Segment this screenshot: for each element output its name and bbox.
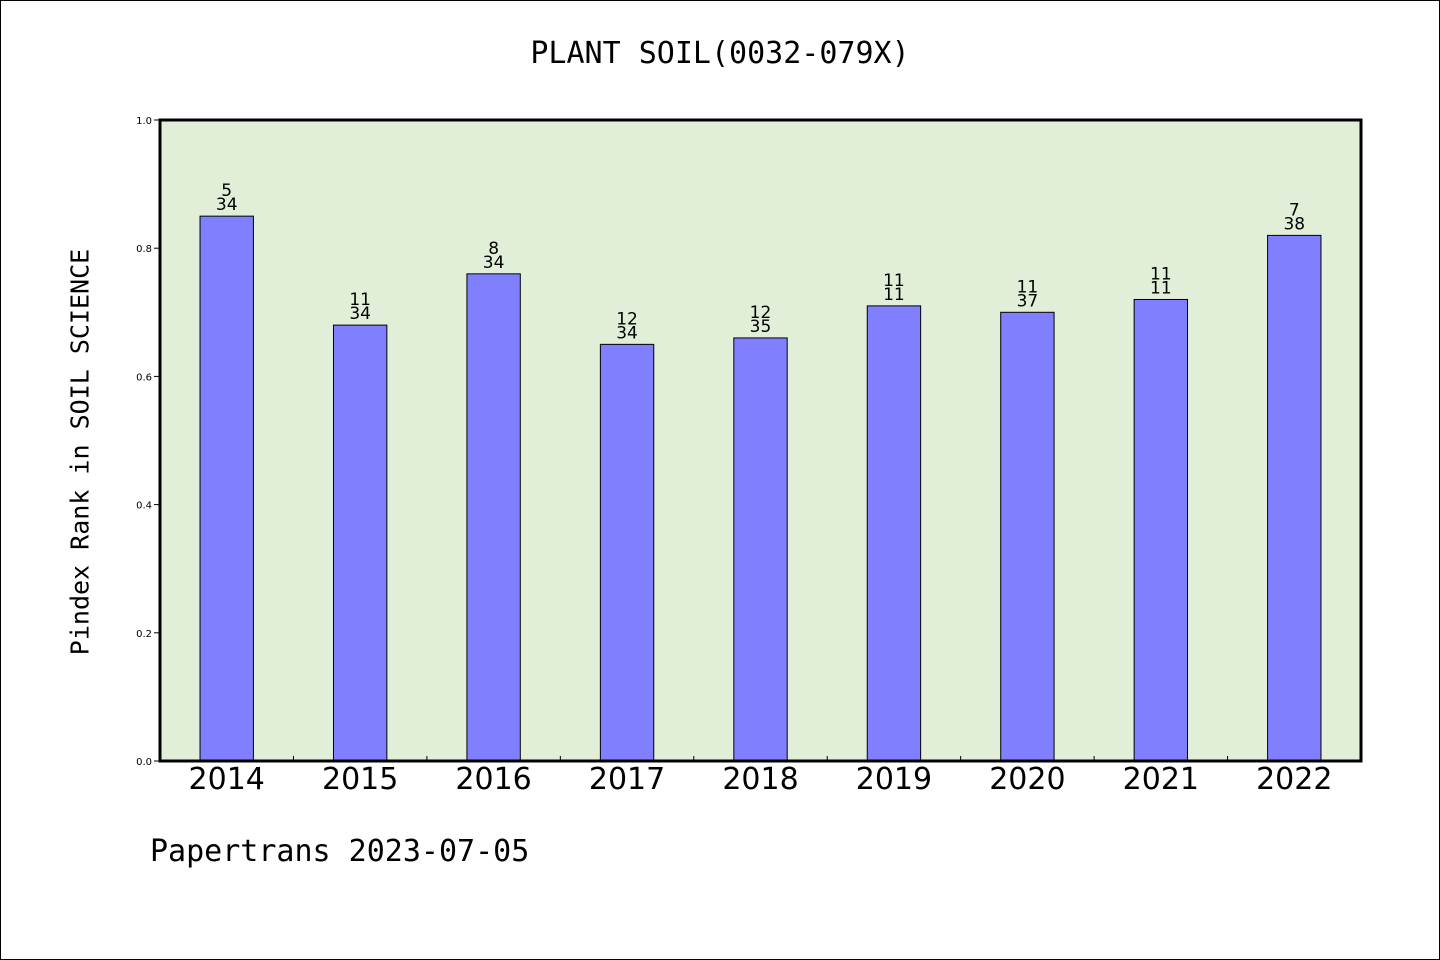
y-tick-label: 0.0 <box>136 757 152 768</box>
bar-total-label: 38 <box>1283 214 1305 234</box>
bar-rank-label: 11 <box>349 290 371 310</box>
plot-border <box>158 118 1363 763</box>
bar-total-label: 11 <box>883 285 905 305</box>
bar-rank-label: 12 <box>750 303 772 323</box>
y-axis: 0.0 0.2 0.4 0.6 0.8 1.0 <box>136 116 160 768</box>
footer-credit: Papertrans 2023-07-05 <box>150 834 530 869</box>
x-tick-label: 2019 <box>856 762 932 797</box>
bar-2018 <box>733 337 788 762</box>
bar-2016 <box>466 273 521 762</box>
bar-total-label: 11 <box>1150 278 1172 298</box>
x-tick-label: 2021 <box>1123 762 1199 797</box>
bar-2022 <box>1267 234 1322 762</box>
bar-total-label: 35 <box>750 317 772 337</box>
bar-2017 <box>599 343 655 762</box>
x-tick-label: 2015 <box>322 762 398 797</box>
x-tick-label: 2018 <box>722 762 798 797</box>
bar-total-label: 34 <box>349 304 371 324</box>
x-tick-label: 2014 <box>189 762 265 797</box>
x-axis: 2014 2015 2016 2017 2018 2019 2020 2021 2022 <box>189 756 1332 797</box>
x-tick-label: 2020 <box>989 762 1065 797</box>
bar-2019 <box>866 305 922 762</box>
bar-rank-label: 11 <box>1017 277 1039 297</box>
bar-rank-label: 5 <box>221 181 232 201</box>
bar-rank-label: 7 <box>1289 200 1300 220</box>
bar-2021 <box>1133 298 1189 762</box>
x-tick-label: 2017 <box>589 762 665 797</box>
y-tick-label: 0.2 <box>136 629 152 640</box>
y-tick-label: 1.0 <box>136 116 152 127</box>
x-tick-label: 2022 <box>1256 762 1332 797</box>
bar-rank-label: 8 <box>488 239 499 259</box>
bar-rank-label: 11 <box>1150 264 1172 284</box>
x-tick-label: 2016 <box>455 762 531 797</box>
bar-rank-label: 12 <box>616 309 638 329</box>
y-tick-label: 0.6 <box>136 372 152 383</box>
bar-total-label: 34 <box>216 195 238 215</box>
bars-group <box>199 215 1322 762</box>
y-tick-label: 0.4 <box>136 501 152 512</box>
bar-rank-label: 11 <box>883 271 905 291</box>
bar-total-label: 34 <box>616 323 638 343</box>
bar-total-label: 34 <box>483 253 505 273</box>
bar-2015 <box>332 324 388 762</box>
bar-2020 <box>1000 311 1055 762</box>
y-tick-label: 0.8 <box>136 244 152 255</box>
bar-total-label: 37 <box>1017 291 1039 311</box>
bar-2014 <box>199 215 254 762</box>
chart-title: PLANT SOIL(0032-079X) <box>530 36 910 71</box>
